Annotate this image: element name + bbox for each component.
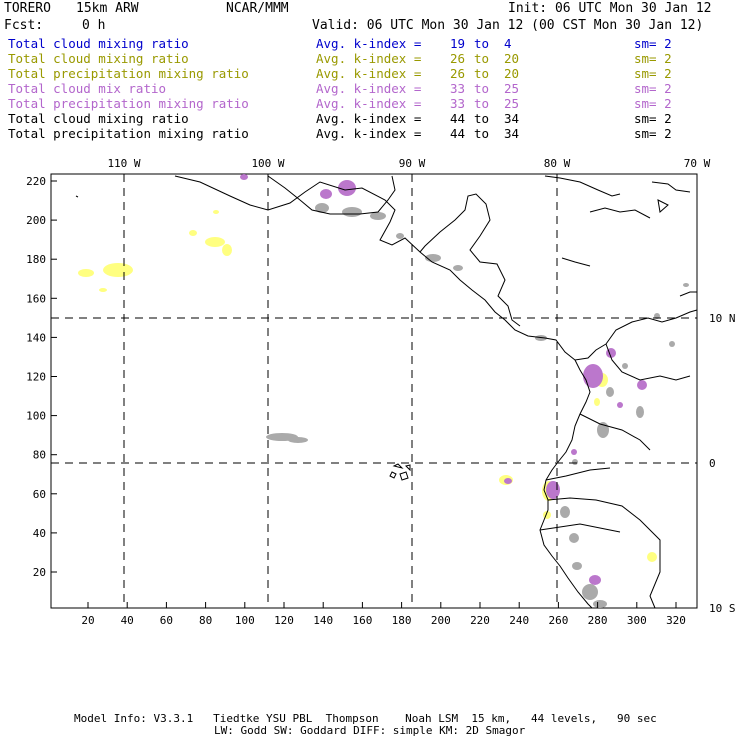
legend-field: Total cloud mixing ratio [8, 36, 189, 51]
legend-field: Total precipitation mixing ratio [8, 66, 249, 81]
legend-kindex: Avg. k-index = [316, 51, 422, 66]
legend-sm: sm= 2 [634, 96, 672, 111]
legend-sm: sm= 2 [634, 66, 672, 81]
y-tick-label: 220 [26, 175, 46, 188]
forecast-hour: 0 h [82, 18, 106, 33]
x-tick-label: 120 [274, 614, 294, 627]
legend-field: Total precipitation mixing ratio [8, 126, 249, 141]
latitude-label: 10 S [709, 602, 736, 615]
legend-field: Total cloud mixing ratio [8, 111, 189, 126]
latitude-label: 10 N [709, 312, 736, 325]
legend-from: 33 [450, 81, 466, 96]
legend-to: 25 [504, 81, 520, 96]
legend-kindex: Avg. k-index = [316, 126, 422, 141]
x-tick-label: 160 [352, 614, 372, 627]
y-tick-label: 40 [33, 527, 46, 540]
legend-from: 33 [450, 96, 466, 111]
longitude-label: 100 W [251, 157, 284, 170]
x-tick-label: 100 [235, 614, 255, 627]
x-tick-label: 220 [470, 614, 490, 627]
purple-cloud-patches [240, 174, 647, 585]
longitude-label: 110 W [107, 157, 140, 170]
legend-from: 44 [450, 111, 466, 126]
longitude-label: 70 W [684, 157, 711, 170]
lat-lon-grid [51, 174, 697, 608]
legend-to: 25 [504, 96, 520, 111]
legend-to: 20 [504, 51, 520, 66]
legend-to: 34 [504, 126, 520, 141]
legend-to-word: to [474, 126, 490, 141]
x-tick-label: 300 [627, 614, 647, 627]
x-tick-label: 240 [509, 614, 529, 627]
valid-time: Valid: 06 UTC Mon 30 Jan 12 (00 CST Mon … [312, 18, 704, 33]
y-tick-label: 160 [26, 292, 46, 305]
legend-to: 34 [504, 111, 520, 126]
y-tick-label: 140 [26, 331, 46, 344]
legend-to-word: to [474, 66, 490, 81]
legend-field: Total precipitation mixing ratio [8, 96, 249, 111]
x-tick-label: 60 [160, 614, 173, 627]
legend-to-word: to [474, 111, 490, 126]
x-tick-label: 140 [313, 614, 333, 627]
legend-sm: sm= 2 [634, 111, 672, 126]
legend-kindex: Avg. k-index = [316, 111, 422, 126]
legend-from: 26 [450, 66, 466, 81]
axis-ticks [51, 180, 677, 608]
legend-to: 20 [504, 66, 520, 81]
x-tick-label: 180 [392, 614, 412, 627]
model-resolution: 15km ARW [76, 1, 139, 16]
legend-kindex: Avg. k-index = [316, 96, 422, 111]
x-tick-label: 320 [666, 614, 686, 627]
y-tick-label: 180 [26, 253, 46, 266]
legend-sm: sm= 2 [634, 81, 672, 96]
legend-sm: sm= 2 [634, 126, 672, 141]
legend-sm: sm= 2 [634, 36, 672, 51]
init-time: Init: 06 UTC Mon 30 Jan 12 [508, 1, 712, 16]
model-info-line1: Model Info: V3.3.1 Tiedtke YSU PBL Thomp… [74, 712, 657, 725]
x-tick-label: 20 [81, 614, 94, 627]
y-tick-label: 60 [33, 488, 46, 501]
legend-kindex: Avg. k-index = [316, 36, 422, 51]
x-tick-label: 260 [548, 614, 568, 627]
model-name: TORERO [4, 1, 51, 16]
x-tick-label: 280 [588, 614, 608, 627]
axis-labels: 110 W 100 W 90 W 80 W 70 W 10 N 0 10 S 220 200 180… [26, 157, 735, 627]
latitude-label: 0 [709, 457, 716, 470]
x-tick-label: 80 [199, 614, 212, 627]
legend-to-word: to [474, 96, 490, 111]
legend-to: 4 [504, 36, 512, 51]
legend-from: 26 [450, 51, 466, 66]
plot-frame [50, 173, 698, 609]
legend-kindex: Avg. k-index = [316, 81, 422, 96]
y-tick-label: 20 [33, 566, 46, 579]
legend-to-word: to [474, 51, 490, 66]
gray-cloud-patches [266, 203, 689, 608]
legend-to-word: to [474, 36, 490, 51]
legend-field: Total cloud mixing ratio [8, 51, 189, 66]
organization: NCAR/MMM [226, 1, 289, 16]
legend-from: 19 [450, 36, 466, 51]
legend-to-word: to [474, 81, 490, 96]
x-tick-label: 40 [121, 614, 134, 627]
longitude-label: 90 W [399, 157, 426, 170]
y-tick-label: 80 [33, 449, 46, 462]
legend-from: 44 [450, 126, 466, 141]
x-tick-label: 200 [431, 614, 451, 627]
legend-field: Total cloud mix ratio [8, 81, 167, 96]
forecast-label: Fcst: [4, 18, 44, 33]
y-tick-label: 100 [26, 410, 46, 423]
y-tick-label: 200 [26, 214, 46, 227]
legend-kindex: Avg. k-index = [316, 66, 422, 81]
model-info-line2: LW: Godd SW: Goddard DIFF: simple KM: 2D… [214, 724, 526, 737]
y-tick-label: 120 [26, 371, 46, 384]
legend-sm: sm= 2 [634, 51, 672, 66]
longitude-label: 80 W [544, 157, 571, 170]
